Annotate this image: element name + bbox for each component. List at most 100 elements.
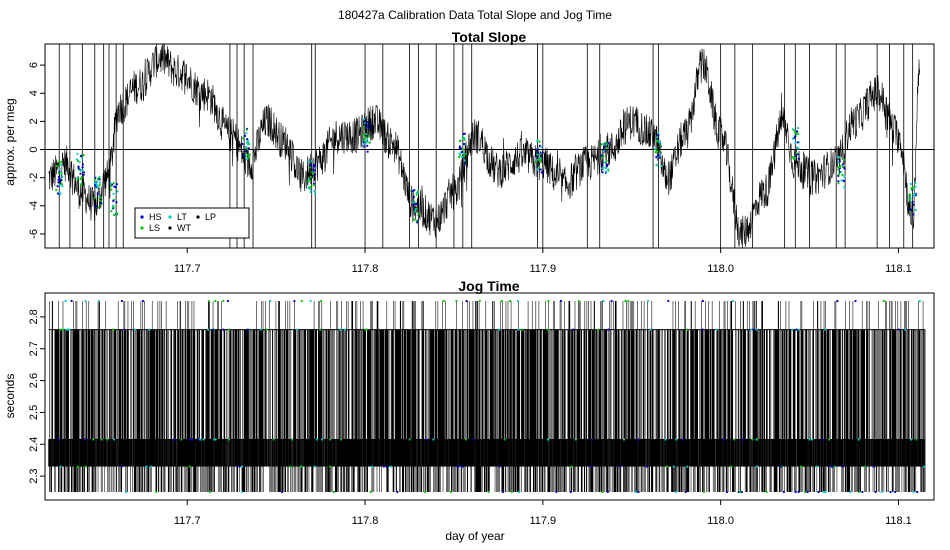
- calibration-point: [98, 181, 101, 184]
- calibration-point: [843, 166, 846, 169]
- jog-point: [83, 438, 86, 441]
- calibration-point: [461, 156, 464, 159]
- calibration-point: [538, 165, 541, 168]
- calibration-point: [100, 201, 103, 204]
- calibration-point: [415, 202, 418, 205]
- calibration-point: [793, 157, 796, 160]
- x-tick-label: 117.9: [529, 515, 556, 527]
- jog-point: [313, 465, 316, 468]
- jog-point: [646, 299, 650, 303]
- calibration-point: [658, 156, 661, 159]
- jog-point: [364, 328, 367, 331]
- jog-point: [471, 438, 474, 441]
- calibration-point: [109, 182, 112, 185]
- calibration-point: [244, 150, 247, 153]
- calibration-point: [247, 147, 251, 150]
- calibration-point: [458, 145, 461, 148]
- calibration-point: [600, 143, 603, 146]
- calibration-point: [245, 158, 249, 161]
- jog-point: [124, 490, 128, 494]
- calibration-point: [797, 153, 800, 156]
- jog-point: [732, 299, 735, 303]
- jog-point: [396, 490, 399, 494]
- jog-point: [624, 299, 627, 303]
- jog-point: [64, 299, 67, 303]
- calibration-point: [313, 189, 316, 193]
- calibration-point: [95, 183, 98, 186]
- legend-label-lp: LP: [205, 212, 216, 222]
- calibration-point: [368, 135, 371, 138]
- calibration-point: [600, 154, 603, 157]
- jog-time-title: Jog Time: [458, 278, 519, 294]
- calibration-point: [909, 209, 912, 212]
- jog-point: [897, 328, 901, 331]
- total-slope-y-axis: -6 -4 -2 0 2 4 6: [28, 62, 45, 239]
- y-tick-label: 6: [28, 62, 40, 68]
- calibration-point: [461, 148, 464, 151]
- jog-point: [343, 328, 346, 331]
- calibration-point: [654, 151, 657, 154]
- jog-point: [112, 328, 115, 331]
- y-tick-label: -2: [28, 173, 40, 183]
- jog-point: [321, 438, 324, 441]
- calibration-point: [115, 183, 118, 186]
- jog-point: [269, 299, 272, 303]
- jog-point: [498, 328, 501, 331]
- jog-point: [500, 299, 504, 303]
- calibration-point: [110, 188, 113, 191]
- calibration-point: [837, 161, 840, 164]
- calibration-point: [79, 155, 83, 158]
- calibration-point: [837, 180, 840, 183]
- jog-point: [320, 299, 323, 303]
- x-tick-label: 117.8: [352, 515, 379, 527]
- y-tick-label: 0: [28, 146, 40, 152]
- calibration-point: [110, 185, 113, 188]
- x-tick-label: 118.0: [707, 263, 734, 275]
- calibration-point: [246, 138, 249, 141]
- jog-point: [222, 299, 225, 303]
- calibration-point: [839, 164, 842, 167]
- calibration-point: [241, 142, 244, 146]
- calibration-point: [309, 164, 312, 167]
- figure-title: 180427a Calibration Data Total Slope and…: [338, 8, 612, 22]
- calibration-point: [96, 186, 99, 189]
- jog-point: [666, 465, 669, 468]
- jog-point: [432, 438, 435, 441]
- calibration-point: [81, 169, 85, 172]
- jog-point: [702, 490, 706, 494]
- jog-point: [569, 490, 573, 494]
- calibration-point: [76, 176, 79, 179]
- jog-point: [547, 299, 550, 303]
- jog-point: [923, 465, 926, 468]
- jog-point: [637, 490, 640, 494]
- calibration-point: [412, 195, 415, 198]
- jog-point: [455, 299, 458, 303]
- calibration-point: [657, 154, 660, 157]
- jog-point: [591, 438, 594, 441]
- legend-box: [134, 207, 250, 239]
- calibration-point: [911, 200, 914, 204]
- calibration-point: [77, 167, 80, 170]
- calibration-point: [538, 140, 541, 143]
- calibration-point: [81, 157, 84, 160]
- jog-point: [740, 490, 744, 494]
- jog-time-dense-band: [48, 439, 926, 467]
- calibration-point: [363, 122, 366, 125]
- jog-point: [804, 490, 807, 494]
- calibration-point: [80, 183, 83, 186]
- calibration-point: [368, 141, 371, 144]
- calibration-point: [362, 142, 365, 145]
- calibration-point: [602, 150, 606, 153]
- calibration-point: [311, 170, 314, 174]
- legend-label-ls: LS: [149, 223, 160, 233]
- jog-point: [148, 328, 151, 331]
- jog-point: [291, 438, 294, 441]
- calibration-point: [364, 136, 367, 139]
- calibration-point: [311, 172, 314, 175]
- jog-point: [739, 490, 742, 494]
- jog-point: [300, 299, 303, 303]
- calibration-point: [602, 154, 605, 158]
- calibration-point: [909, 182, 912, 186]
- jog-point: [521, 328, 524, 331]
- jog-point: [904, 328, 907, 331]
